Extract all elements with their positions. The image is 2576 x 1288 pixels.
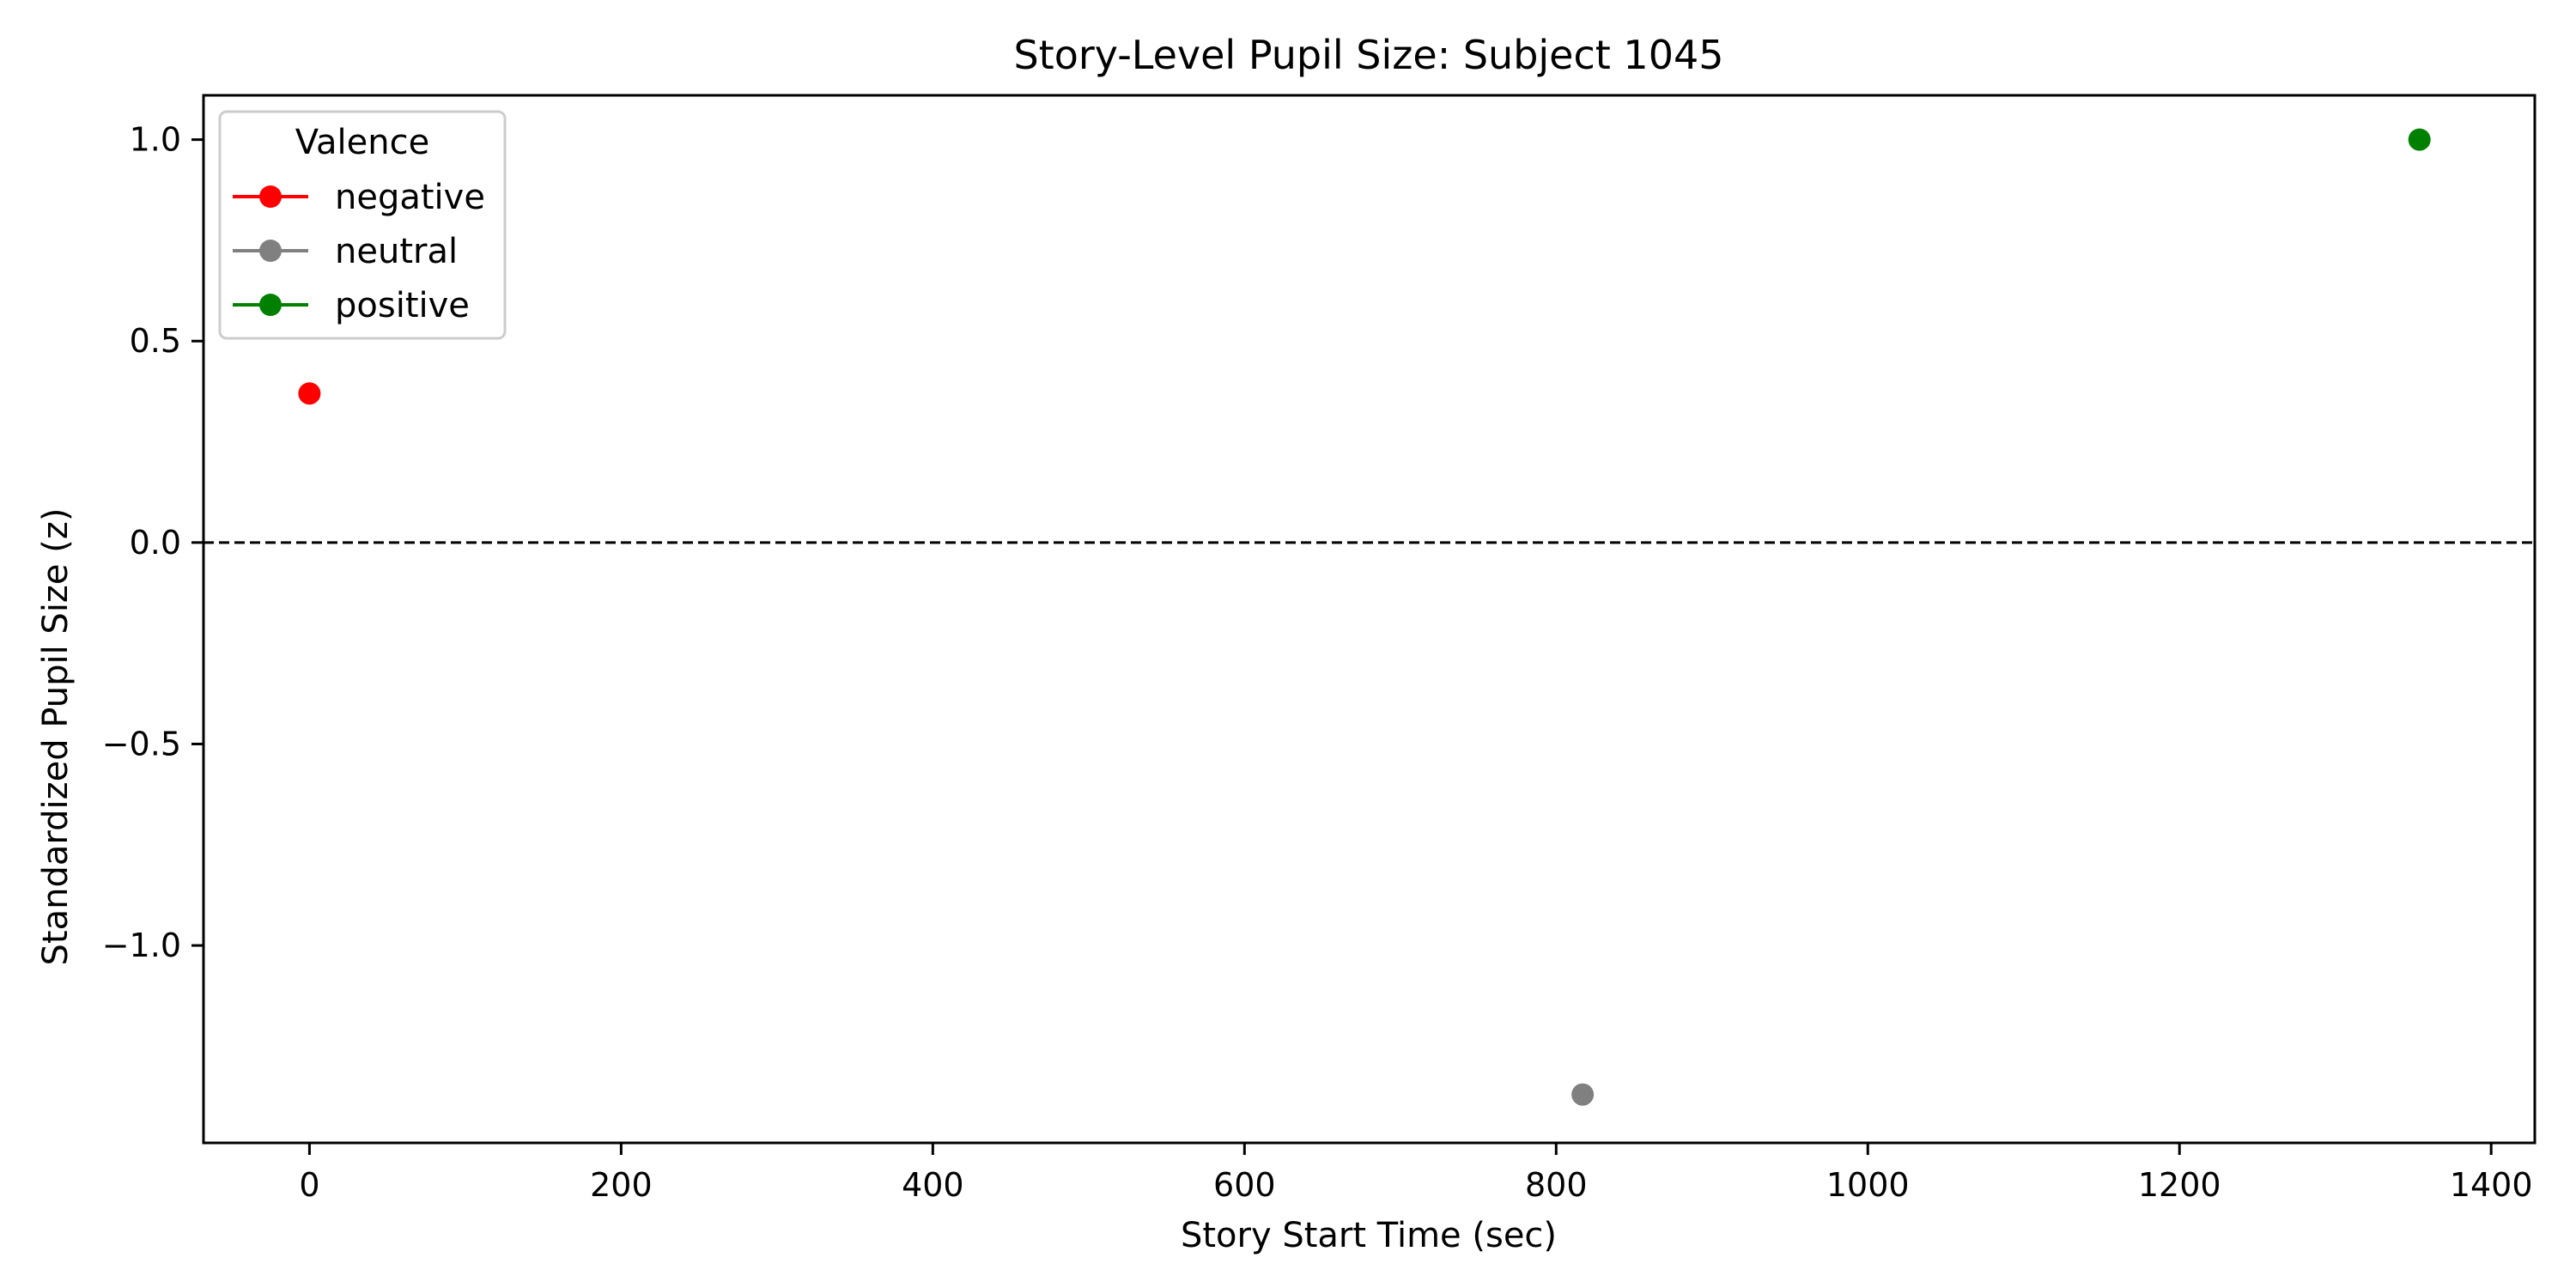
plot-area — [204, 128, 2535, 1106]
x-tick-label: 0 — [299, 1166, 319, 1204]
x-axis-label: Story Start Time (sec) — [1181, 1216, 1557, 1255]
x-tick-label: 200 — [590, 1166, 653, 1204]
y-tick-label: −0.5 — [102, 725, 181, 762]
legend-box — [218, 110, 507, 340]
y-tick-label: −1.0 — [102, 927, 181, 964]
chart-title: Story-Level Pupil Size: Subject 1045 — [1013, 32, 1723, 78]
legend-label-negative: negative — [335, 178, 485, 217]
y-tick-label: 0.0 — [130, 524, 181, 562]
x-tick-label: 800 — [1525, 1166, 1588, 1204]
x-tick-label: 600 — [1213, 1166, 1276, 1204]
y-tick-label: 1.0 — [130, 121, 181, 159]
legend-marker-negative — [259, 185, 282, 208]
y-axis-label: Standardized Pupil Size (z) — [36, 508, 76, 966]
legend-label-neutral: neutral — [335, 232, 458, 271]
data-point-neutral — [1571, 1083, 1595, 1106]
legend-marker-neutral — [259, 240, 282, 262]
x-tick-label: 1000 — [1826, 1166, 1910, 1204]
x-tick-label: 1200 — [2138, 1166, 2221, 1204]
legend: Valence negative neutral positive — [218, 110, 507, 340]
legend-label-positive: positive — [335, 286, 470, 325]
y-tick-label: 0.5 — [130, 322, 181, 360]
data-point-negative — [298, 382, 321, 405]
plot-frame — [202, 94, 2537, 1145]
legend-title: Valence — [295, 123, 429, 162]
legend-marker-positive — [259, 294, 282, 316]
axes: 0 200 400 600 800 1000 1200 1400 1.0 0.5 0.0 −0.5 −1… — [102, 94, 2537, 1204]
x-tick-label: 1400 — [2450, 1166, 2533, 1204]
x-tick-label: 400 — [902, 1166, 964, 1204]
data-point-positive — [2408, 128, 2431, 151]
